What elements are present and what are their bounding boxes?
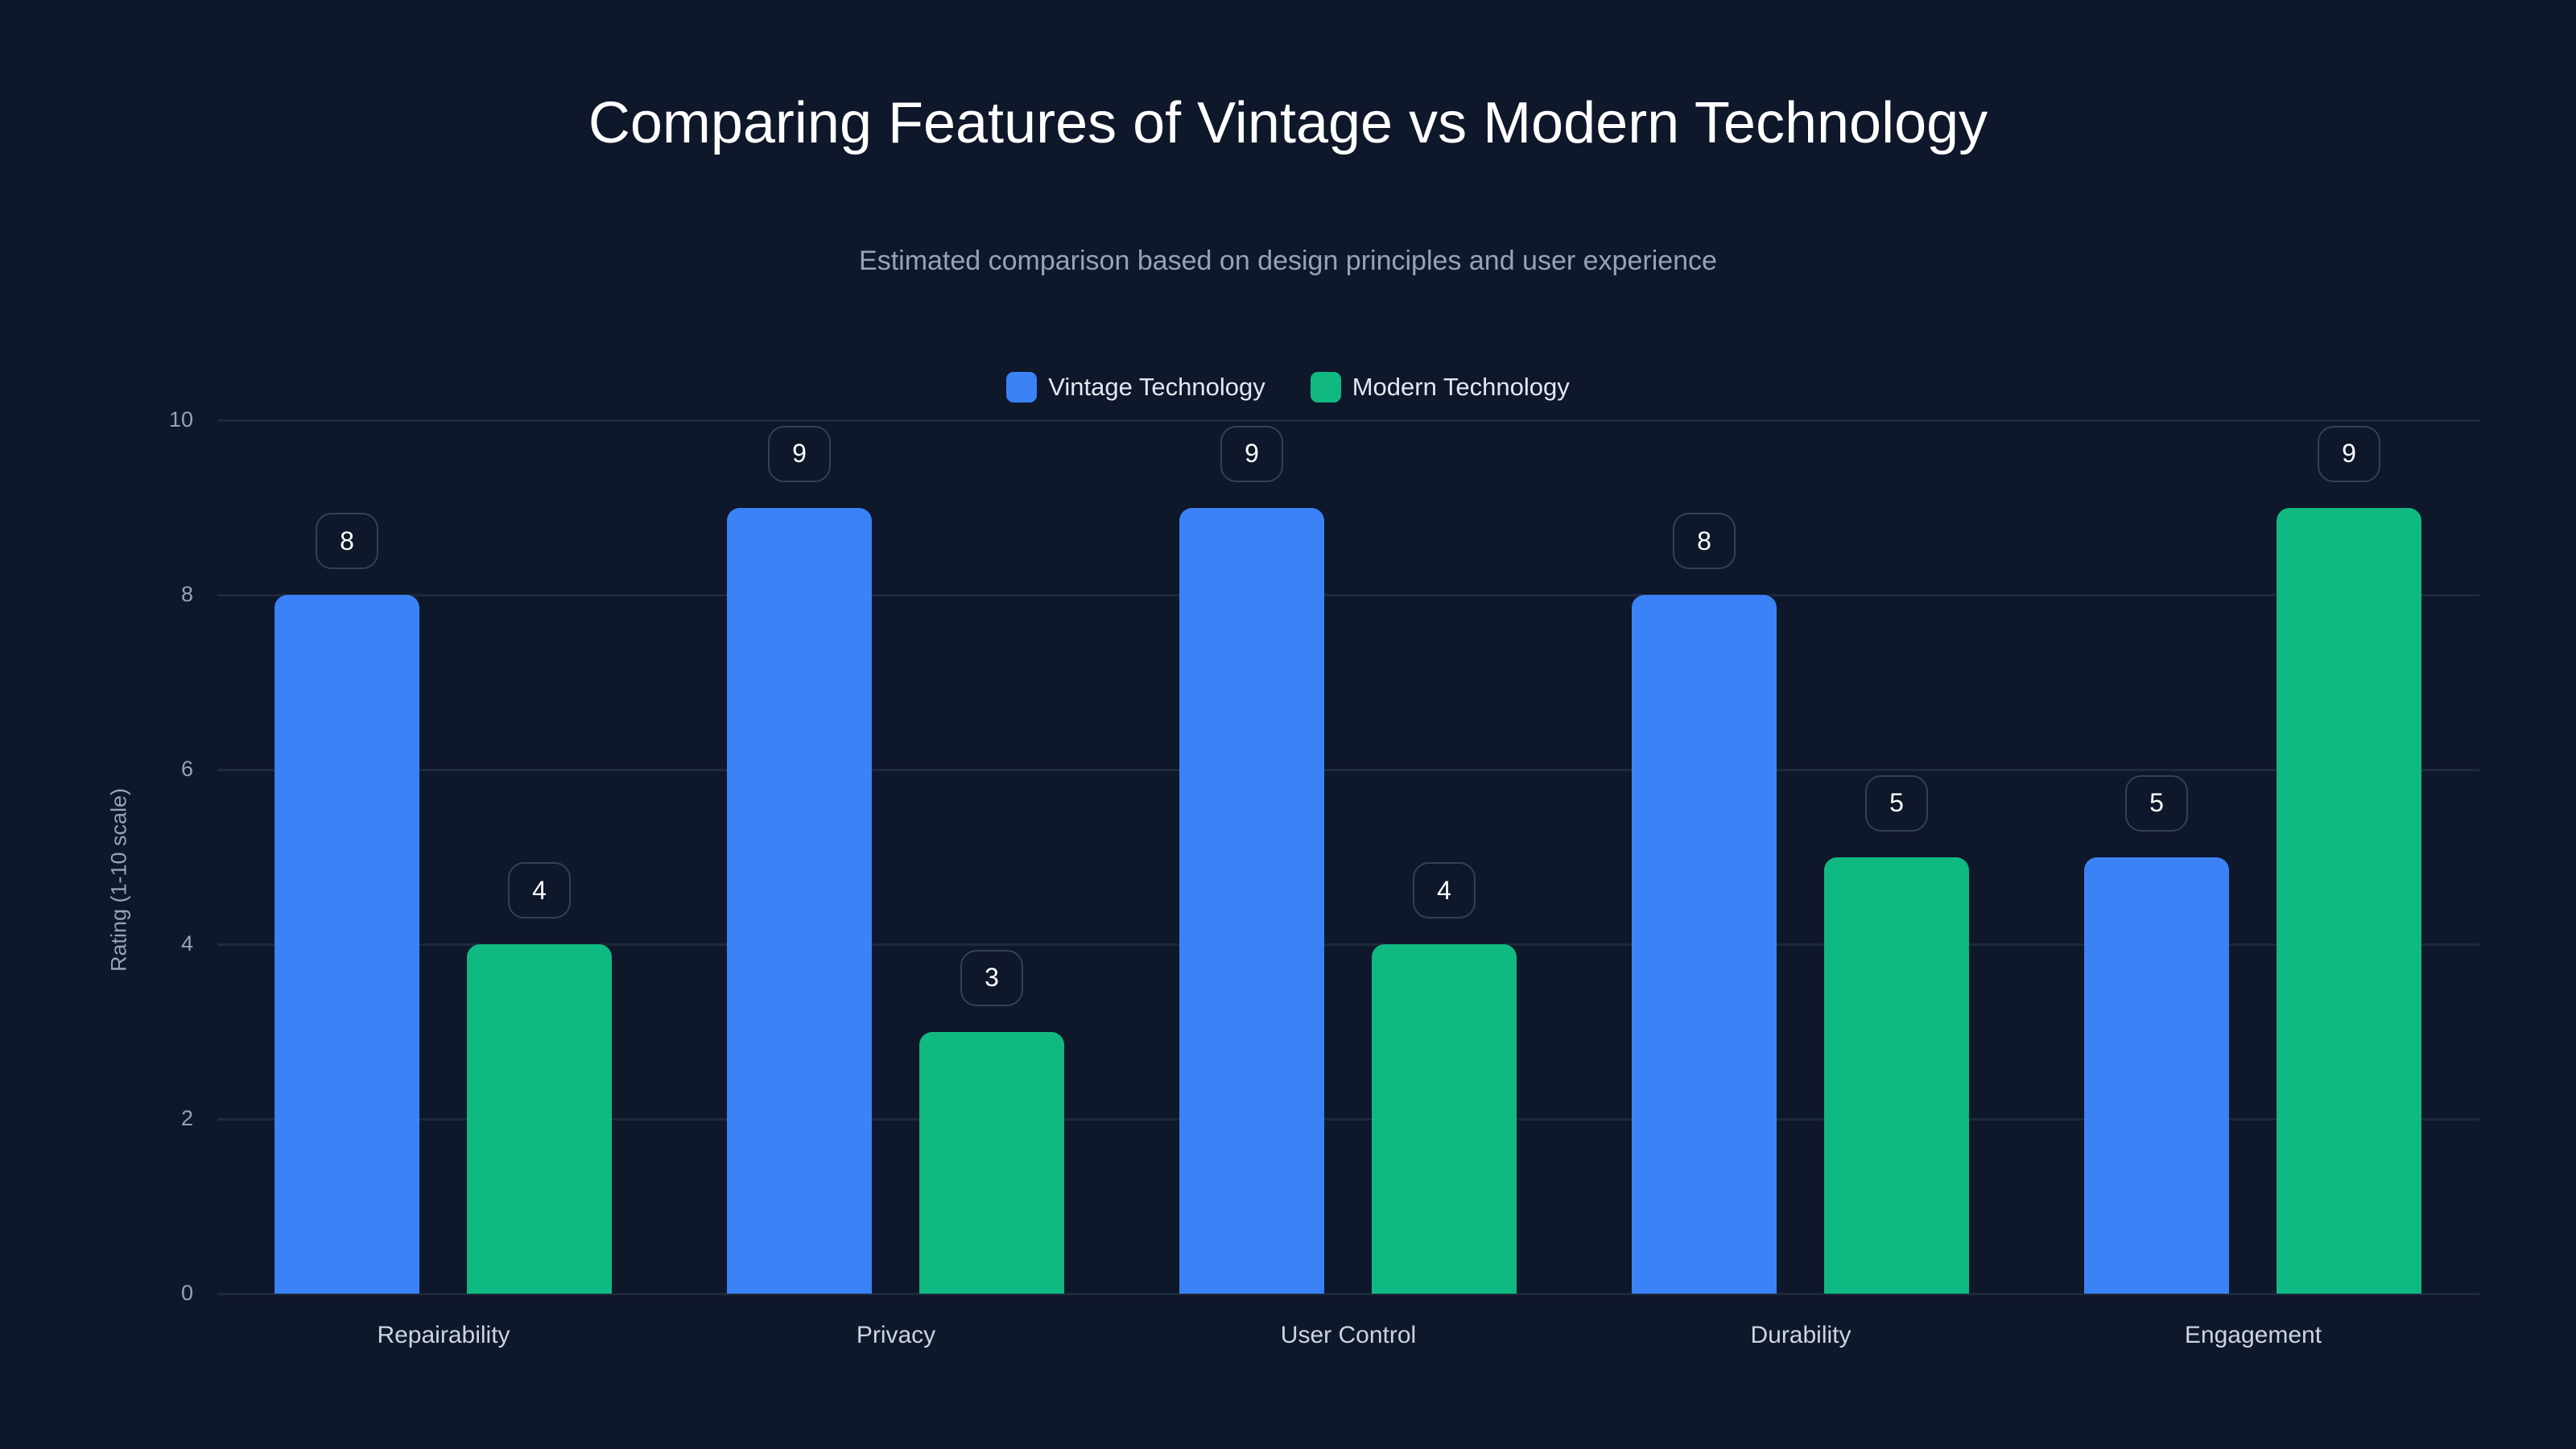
bar-modern[interactable] xyxy=(919,1031,1064,1294)
bar-value-label: 4 xyxy=(1413,862,1476,919)
bar-modern[interactable] xyxy=(1372,944,1517,1294)
gridline xyxy=(217,1118,2479,1121)
y-tick-label: 4 xyxy=(180,931,193,956)
bar-value-label: 3 xyxy=(960,949,1023,1006)
bar-value-label: 5 xyxy=(2125,774,2188,832)
gridline xyxy=(217,419,2479,422)
plot-area: 8 4 9 3 9 4 8 5 5 9 xyxy=(217,419,2479,1295)
bar-modern[interactable] xyxy=(1824,857,1969,1294)
bar-modern[interactable] xyxy=(467,944,612,1294)
bar-value-label: 9 xyxy=(1220,425,1283,482)
gridline xyxy=(217,594,2479,597)
gridline xyxy=(217,769,2479,771)
bar-vintage[interactable] xyxy=(727,507,872,1294)
x-tick-label: User Control xyxy=(1280,1322,1417,1348)
x-tick-label: Durability xyxy=(1750,1322,1852,1348)
bar-value-label: 4 xyxy=(508,862,571,919)
x-tick-label: Repairability xyxy=(377,1322,510,1348)
legend-label-vintage: Vintage Technology xyxy=(1048,373,1265,401)
y-axis-label: Rating (1-10 scale) xyxy=(106,787,131,972)
y-tick-label: 10 xyxy=(168,407,193,431)
x-tick-label: Engagement xyxy=(2184,1322,2322,1348)
bar-vintage[interactable] xyxy=(1632,595,1777,1294)
bar-vintage[interactable] xyxy=(1179,507,1324,1294)
y-tick-label: 8 xyxy=(180,582,193,606)
legend-item-modern[interactable]: Modern Technology xyxy=(1310,372,1570,402)
bar-vintage[interactable] xyxy=(2084,857,2229,1294)
x-tick-label: Privacy xyxy=(856,1322,936,1348)
legend-item-vintage[interactable]: Vintage Technology xyxy=(1006,372,1265,402)
bar-value-label: 9 xyxy=(768,425,831,482)
chart-title: Comparing Features of Vintage vs Modern … xyxy=(588,91,1988,155)
y-tick-label: 6 xyxy=(180,757,193,781)
bar-value-label: 8 xyxy=(1673,513,1736,569)
bar-value-label: 8 xyxy=(316,513,378,569)
legend-swatch-modern xyxy=(1310,372,1341,402)
legend-swatch-vintage xyxy=(1006,372,1038,402)
legend: Vintage Technology Modern Technology xyxy=(0,372,2576,402)
gridline xyxy=(217,943,2479,946)
y-tick-label: 0 xyxy=(180,1281,193,1305)
y-tick-label: 2 xyxy=(180,1106,193,1130)
bar-value-label: 5 xyxy=(1865,774,1928,832)
legend-label-modern: Modern Technology xyxy=(1352,373,1570,401)
bar-vintage[interactable] xyxy=(275,595,419,1294)
chart-subtitle: Estimated comparison based on design pri… xyxy=(859,246,1717,276)
bar-value-label: 9 xyxy=(2318,425,2380,482)
gridline xyxy=(217,1293,2479,1295)
bar-modern[interactable] xyxy=(2277,507,2421,1294)
